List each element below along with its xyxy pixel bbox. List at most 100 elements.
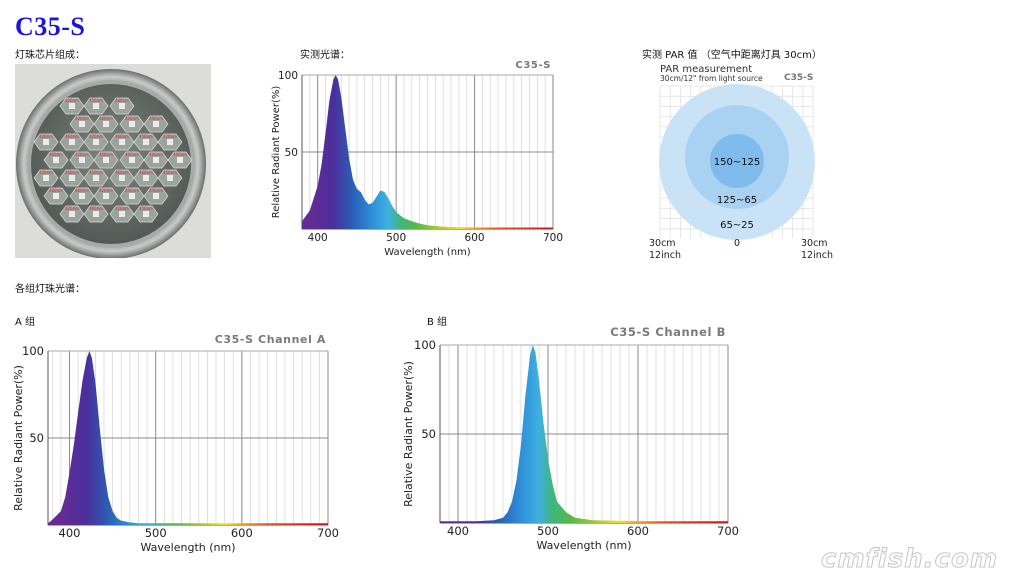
chip-wavelength-label: 450nm [149,116,163,121]
caption-group-b: B 组 [427,317,448,328]
page-title: C35-S [15,12,86,41]
led-chip-die [79,157,85,163]
chip-wavelength-label: 450nm [139,134,153,139]
y-axis-label: Relative Radiant Power(%) [402,361,415,507]
led-chip-die [143,211,149,217]
chip-wavelength-label: 460nm [139,170,153,175]
chip-wavelength-label: 450nm [125,188,139,193]
led-chip-die [119,175,125,181]
y-axis-label: Relative Radiant Power(%) [12,365,25,511]
led-chip-die [119,103,125,109]
led-chip-die [143,139,149,145]
chip-wavelength-label: 420nm [75,116,89,121]
chip-wavelength-label: 420nm [65,206,79,211]
site-watermark: cmfish.com [821,544,998,575]
chip-wavelength-label: 460nm [89,206,103,211]
par-measurement-chart: PAR measurement 30cm/12" from light sour… [649,64,833,261]
caption-par-value: 实测 PAR 值 （空气中距离灯具 30cm） [642,50,822,61]
par-subtitle: 30cm/12" from light source [660,74,763,83]
led-chip-die [103,121,109,127]
led-chip-die [129,121,135,127]
led-chip-die [93,175,99,181]
x-tick-label: 600 [465,232,485,244]
x-tick-label: 500 [537,524,559,538]
y-tick-label: 50 [29,431,44,445]
chart-grid [439,344,729,524]
caption-group-spectra: 各组灯珠光谱： [15,284,85,295]
chip-wavelength-label: 450nm [99,152,113,157]
par-title: PAR measurement [660,64,752,75]
led-chip-die [103,193,109,199]
led-chip-die [119,211,125,217]
led-chip-die [167,139,173,145]
led-chip-die [43,175,49,181]
par-axis-right-sub: 12inch [801,250,833,261]
y-tick-label: 50 [421,427,436,441]
chip-wavelength-label: 450nm [89,98,103,103]
par-axis-center: 0 [734,238,740,249]
x-axis-label: Wavelength (nm) [536,539,631,552]
x-tick-label: 600 [231,526,253,540]
par-zone-inner-label: 150~125 [714,157,761,168]
led-chip-die [93,103,99,109]
chart-title: C35-S Channel B [610,325,726,339]
channel-a-spectrum-chart: C35-S Channel A 400 500 600 700 50 100 Waveleng… [12,333,339,554]
led-chip-die [143,175,149,181]
led-chip-die [69,103,75,109]
x-tick-label: 400 [59,526,81,540]
led-chip-die [93,211,99,217]
x-axis-label: Wavelength (nm) [384,247,470,258]
chip-wavelength-label: 420nm [149,152,163,157]
chip-wavelength-label: 420nm [99,188,113,193]
chip-wavelength-label: 420nm [39,170,53,175]
chip-wavelength-label: 460nm [125,152,139,157]
chip-wavelength-label: 420nm [163,134,177,139]
par-zone-inner [710,134,764,188]
chip-wavelength-label: 420nm [75,152,89,157]
led-chip-die [69,139,75,145]
led-board-illustration: 420nm 450nm 460nm 420nm 460nm 420nm 450nm 420nm… [15,64,211,258]
measured-spectrum-chart: C35-S 400 500 600 700 50 100 Wavelength (nm) Rel… [271,60,563,258]
led-chip-die [177,157,183,163]
led-chip-die [79,121,85,127]
chip-wavelength-label: 460nm [115,170,129,175]
chip-wavelength-label: 450nm [89,170,103,175]
chip-wavelength-label: 420nm [89,134,103,139]
chip-wavelength-label: 420nm [125,116,139,121]
caption-led-composition: 灯珠芯片组成： [15,50,85,61]
x-tick-label: 500 [145,526,167,540]
led-board-photo: 420nm 450nm 460nm 420nm 460nm 420nm 450nm 420nm… [15,64,211,258]
led-chip-die [79,193,85,199]
chip-wavelength-label: 460nm [65,134,79,139]
led-chip-die [153,193,159,199]
chart-title: C35-S [515,60,551,71]
chip-wavelength-label: 420nm [65,98,79,103]
led-chip-die [129,157,135,163]
x-tick-label: 600 [627,524,649,538]
led-chip-die [53,193,59,199]
spectrum-series-area [48,351,328,525]
led-chip-die [129,193,135,199]
led-chip-die [53,157,59,163]
par-axis-left: 30cm [649,238,676,249]
x-tick-label: 400 [308,232,328,244]
y-tick-label: 100 [414,338,436,352]
chip-wavelength-label: 460nm [99,116,113,121]
chart-title: C35-S Channel A [215,333,326,346]
y-tick-label: 100 [22,344,44,358]
led-chip-die [153,121,159,127]
chip-wavelength-label: 460nm [115,98,129,103]
caption-group-a: A 组 [15,317,36,328]
x-tick-label: 500 [386,232,406,244]
chip-wavelength-label: 460nm [65,170,79,175]
caption-measured-spectrum: 实测光谱： [300,50,350,61]
chip-wavelength-label: 460nm [75,188,89,193]
x-tick-label: 700 [317,526,339,540]
par-axis-left-sub: 12inch [649,250,681,261]
chip-wavelength-label: 450nm [139,206,153,211]
y-tick-label: 50 [285,147,298,159]
led-chip-die [119,139,125,145]
chip-wavelength-label: 420nm [49,188,63,193]
x-axis-label: Wavelength (nm) [140,541,235,554]
led-chip-die [167,175,173,181]
